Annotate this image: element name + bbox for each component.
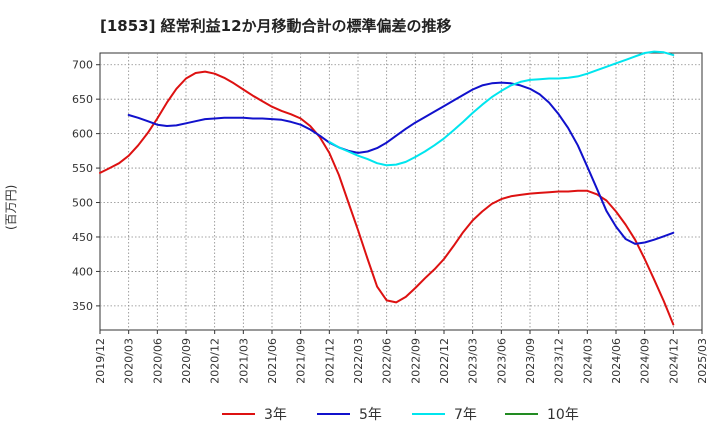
legend-label-2: 5年 (359, 407, 382, 423)
x-tick-label: 2024/06 (610, 338, 623, 384)
x-tick-label: 2022/12 (438, 338, 451, 384)
legend-label-3: 7年 (454, 407, 477, 423)
x-tick-label: 2021/12 (323, 338, 336, 384)
y-tick-labels: 350 400 450 500 550 600 650 700 (72, 59, 100, 313)
series-line-1 (99, 70, 675, 326)
y-tick-label: 400 (72, 265, 93, 278)
x-tick-label: 2023/09 (524, 338, 537, 384)
x-tick-label: 2024/09 (639, 338, 652, 384)
legend-label-1: 3年 (264, 407, 287, 423)
plot-area (99, 52, 703, 331)
x-tick-label: 2021/06 (266, 338, 279, 384)
x-tick-label: 2024/12 (667, 338, 680, 384)
grid-lines (100, 53, 702, 330)
y-tick-label: 450 (72, 231, 93, 244)
x-tick-labels: 2019/12 2020/03 2020/06 2020/09 2020/12 2021/… (94, 330, 709, 384)
series-line-2 (127, 81, 675, 245)
series-lines (99, 50, 675, 326)
x-tick-label: 2025/03 (696, 338, 709, 384)
x-tick-label: 2022/06 (381, 338, 394, 384)
y-tick-label: 650 (72, 93, 93, 106)
y-tick-label: 500 (72, 197, 93, 210)
x-tick-label: 2020/12 (209, 338, 222, 384)
legend-label-4: 10年 (547, 407, 579, 423)
y-tick-label: 600 (72, 128, 93, 141)
x-tick-label: 2022/03 (352, 338, 365, 384)
x-tick-label: 2021/03 (237, 338, 250, 384)
x-tick-label: 2023/06 (495, 338, 508, 384)
x-tick-label: 2023/12 (553, 338, 566, 384)
x-tick-label: 2022/09 (409, 338, 422, 384)
x-tick-label: 2020/03 (123, 338, 136, 384)
x-tick-label: 2024/03 (581, 338, 594, 384)
x-tick-label: 2021/09 (295, 338, 308, 384)
y-tick-label: 700 (72, 59, 93, 72)
chart-title: [1853] 経常利益12か月移動合計の標準偏差の推移 (100, 17, 452, 35)
x-tick-label: 2023/03 (467, 338, 480, 384)
legend: 3年 5年 7年 10年 (222, 407, 579, 423)
series-line-3 (328, 50, 675, 167)
x-tick-label: 2020/09 (180, 338, 193, 384)
y-tick-label: 350 (72, 300, 93, 313)
y-tick-label: 550 (72, 162, 93, 175)
x-tick-label: 2020/06 (151, 338, 164, 384)
x-tick-label: 2019/12 (94, 338, 107, 384)
